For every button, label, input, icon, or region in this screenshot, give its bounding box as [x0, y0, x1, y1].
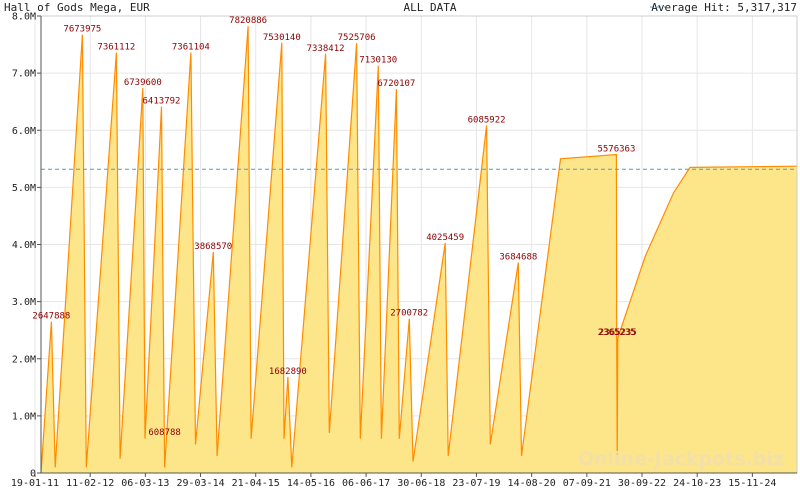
data-label: 7130130: [359, 56, 397, 66]
x-tick-label: 19-01-11: [11, 478, 59, 489]
y-tick-label: 4.0M: [12, 240, 36, 251]
data-label: 6413792: [143, 97, 181, 107]
y-tick-label: 3.0M: [12, 297, 36, 308]
data-label: 608788: [148, 428, 181, 438]
x-tick-label: 06-06-17: [342, 478, 390, 489]
x-tick-label: 30-06-18: [397, 478, 445, 489]
data-label: 7525706: [338, 33, 376, 43]
data-label: 3868570: [194, 242, 232, 252]
watermark: Online-Jackpots.biz: [578, 448, 784, 470]
chart-subtitle: ALL DATA: [404, 1, 457, 14]
data-label: 7673975: [63, 25, 101, 35]
x-tick-label: 11-02-12: [66, 478, 114, 489]
data-label: 2365235: [599, 328, 637, 338]
data-label: 4025459: [426, 233, 464, 243]
x-axis: 19-01-11 11-02-12 06-03-13 29-03-14 21-04-15…: [11, 473, 776, 489]
data-label: 2700782: [390, 309, 428, 319]
y-tick-label: 2.0M: [12, 354, 36, 365]
data-label: 7361104: [172, 42, 210, 52]
x-tick-label: 06-03-13: [121, 478, 169, 489]
y-tick-label: 1.0M: [12, 411, 36, 422]
x-tick-label: 24-10-23: [673, 478, 721, 489]
jackpot-line: [40, 26, 798, 474]
y-tick-label: 7.0M: [12, 69, 36, 80]
y-tick-label: 5.0M: [12, 183, 36, 194]
jackpot-area: [41, 26, 797, 473]
x-tick-label: 14-05-16: [287, 478, 335, 489]
chart-title: Hall of Gods Mega, EUR: [4, 1, 150, 14]
data-label: 6720107: [377, 79, 415, 89]
y-axis: 0 1.0M 2.0M 3.0M 4.0M 5.0M 6.0M 7.0M 8.0M: [12, 12, 41, 480]
x-tick-label: 14-08-20: [508, 478, 556, 489]
x-tick-label: 29-03-14: [176, 478, 224, 489]
y-tick-label: 8.0M: [12, 12, 36, 23]
x-tick-label: 23-07-19: [452, 478, 500, 489]
x-tick-label: 21-04-15: [232, 478, 280, 489]
data-labels: 2647888 7673975 7361112 6739600 6413792 73611…: [32, 16, 636, 438]
x-tick-label: 07-09-21: [563, 478, 611, 489]
data-label: 6739600: [124, 78, 162, 88]
y-tick-label: 6.0M: [12, 126, 36, 137]
data-label: 5576363: [597, 144, 635, 154]
data-label: 7820886: [229, 16, 267, 26]
data-label: 6085922: [468, 115, 506, 125]
x-tick-label: 15-11-24: [728, 478, 776, 489]
data-label: 2365235: [598, 328, 636, 338]
data-label: 7361112: [97, 42, 135, 52]
data-label: 3684688: [499, 253, 537, 263]
y-tick-label: 0: [30, 469, 36, 480]
legend-average-label: Average Hit: 5,317,317: [651, 1, 797, 14]
data-label: 7338412: [307, 44, 345, 54]
data-label: 1682890: [269, 367, 307, 377]
x-tick-label: 30-09-22: [618, 478, 666, 489]
data-label: 7530140: [263, 33, 301, 43]
data-label: 2647888: [32, 312, 70, 322]
